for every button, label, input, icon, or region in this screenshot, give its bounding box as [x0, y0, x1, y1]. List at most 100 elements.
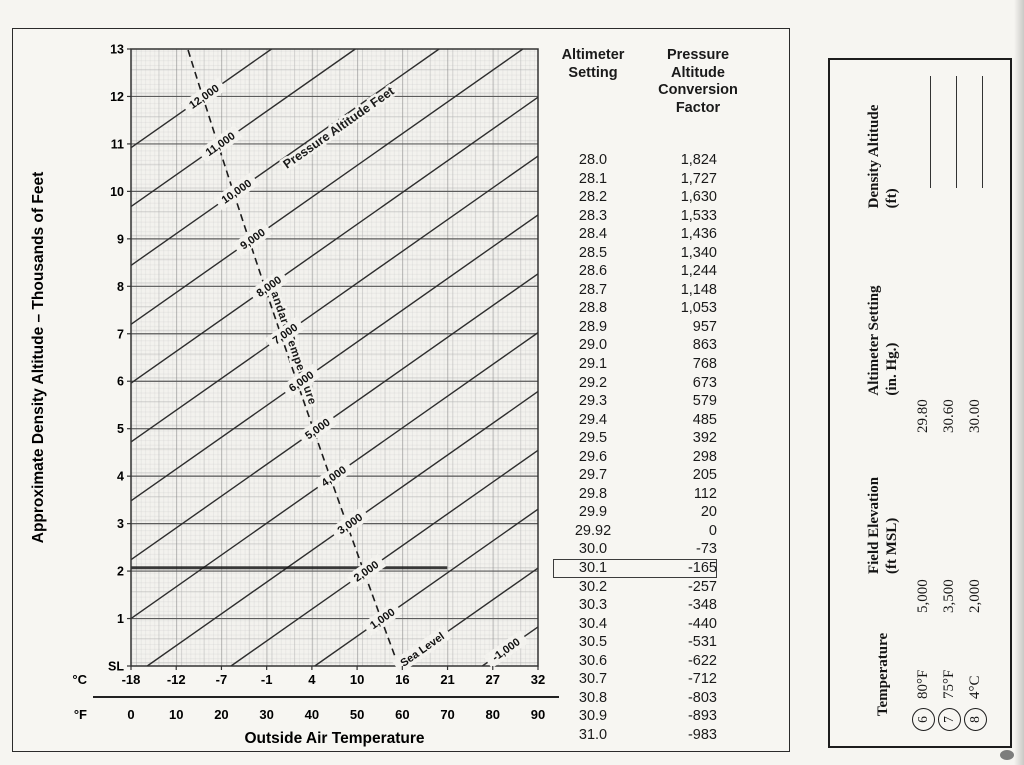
worksheet-header: Altimeter Setting (in. Hg.) — [865, 285, 900, 396]
altimeter-setting-cell: 30.60 — [940, 399, 957, 433]
conversion-factor-value: 0 — [708, 522, 717, 539]
svg-text:6: 6 — [117, 375, 124, 389]
density-altitude-cell — [967, 70, 983, 248]
conversion-factor-value: 957 — [692, 318, 717, 335]
conversion-factor-value: 112 — [693, 485, 717, 502]
svg-text:60: 60 — [395, 707, 409, 722]
altimeter-setting-cell: 30.00 — [966, 399, 983, 433]
conversion-factor-value: 1,340 — [680, 244, 717, 261]
altimeter-setting-value: 29.92 — [574, 522, 612, 539]
conversion-row: 29.7 205 — [553, 466, 717, 485]
conversion-row: 29.3 579 — [553, 392, 717, 411]
svg-text:SL: SL — [108, 660, 124, 674]
altimeter-setting-value: 30.3 — [578, 597, 608, 614]
field-elevation-value: 2,000 — [966, 579, 983, 613]
conversion-row: 30.9 -893 — [553, 707, 717, 726]
svg-text:4: 4 — [308, 672, 316, 687]
conversion-row-highlighted: 30.1 -165 — [553, 559, 717, 578]
altimeter-setting-value: 30.8 — [578, 689, 608, 706]
y-axis-title: Approximate Density Altitude – Thousands… — [30, 172, 47, 543]
conversion-row: 29.2 673 — [553, 374, 717, 393]
conversion-factor-value: -893 — [687, 708, 717, 725]
scan-artifact — [1000, 750, 1014, 760]
altimeter-setting-value: 30.7 — [578, 671, 608, 688]
conversion-factor-value: 1,053 — [680, 300, 717, 317]
density-altitude-blank-line[interactable] — [967, 76, 983, 188]
scan-edge-shadow — [1014, 0, 1024, 765]
worksheet-row: 7 75°F 3,500 30.60 — [936, 70, 962, 736]
svg-text:-12: -12 — [167, 672, 186, 687]
altimeter-setting-value: 30.4 — [578, 615, 608, 632]
question-number-badge: 8 — [963, 708, 987, 731]
conversion-factor-value: 768 — [692, 356, 717, 373]
conversion-factor-value: 579 — [692, 393, 717, 410]
svg-text:27: 27 — [486, 672, 500, 687]
altimeter-setting-value: 30.9 — [578, 708, 608, 725]
svg-text:13: 13 — [110, 43, 124, 57]
svg-text:21: 21 — [440, 672, 454, 687]
altimeter-setting-value: 29.0 — [578, 337, 608, 354]
density-altitude-cell — [941, 70, 957, 248]
conversion-factor-value: 863 — [692, 337, 717, 354]
conversion-row: 30.2 -257 — [553, 578, 717, 597]
altimeter-setting-value: 28.4 — [578, 226, 608, 243]
conversion-table-rows: 28.0 1,824 28.1 1,727 28.2 1,630 28.3 1,533 28.4… — [553, 151, 717, 745]
conversion-factor-value: -348 — [687, 597, 717, 614]
svg-text:2: 2 — [117, 565, 124, 579]
svg-text:10: 10 — [350, 672, 364, 687]
worksheet-row: 6 80°F 5,000 29.80 — [910, 70, 936, 736]
conversion-row: 28.6 1,244 — [553, 262, 717, 281]
altimeter-setting-value: 28.7 — [578, 281, 608, 298]
conversion-row: 30.0 -73 — [553, 540, 717, 559]
density-altitude-blank-line[interactable] — [941, 76, 957, 188]
conversion-factor-value: -531 — [687, 634, 717, 651]
svg-text:-18: -18 — [122, 672, 141, 687]
conversion-row: 28.1 1,727 — [553, 170, 717, 189]
conversion-row: 29.5 392 — [553, 429, 717, 448]
altimeter-setting-value: 28.5 — [578, 244, 608, 261]
altimeter-setting-value: 29.8 — [578, 485, 608, 502]
svg-text:80: 80 — [486, 707, 500, 722]
conversion-factor-value: 392 — [692, 430, 717, 447]
density-altitude-cell — [915, 70, 931, 248]
conversion-row: 29.92 0 — [553, 522, 717, 541]
svg-text:50: 50 — [350, 707, 364, 722]
conversion-factor-value: 1,824 — [680, 152, 717, 168]
temperature-cell: 6 80°F — [911, 618, 935, 736]
temperature-cell: 7 75°F — [937, 618, 961, 736]
conversion-factor-value: -257 — [687, 578, 717, 595]
conversion-row: 30.3 -348 — [553, 596, 717, 615]
conversion-factor-value: 1,148 — [680, 281, 717, 298]
altimeter-setting-value: 29.1 — [578, 356, 608, 373]
conversion-factor-value: -803 — [687, 689, 717, 706]
altimeter-setting-value: 28.1 — [578, 170, 608, 187]
temperature-value: 4°C — [966, 675, 983, 699]
temperature-value: 80°F — [914, 669, 931, 699]
altimeter-setting-value: 30.1 — [578, 560, 608, 577]
conversion-factor-value: 1,727 — [680, 170, 717, 187]
conversion-factor-value: -983 — [687, 726, 717, 743]
temperature-cell: 8 4°C — [963, 618, 987, 736]
svg-text:70: 70 — [440, 707, 454, 722]
conversion-factor-value: 1,244 — [680, 263, 717, 280]
conversion-table-header: Altimeter Setting Pressure Altitude Conv… — [553, 47, 779, 118]
altimeter-setting-cell: 29.80 — [914, 399, 931, 433]
altimeter-setting-value: 28.8 — [578, 300, 608, 317]
conversion-row: 28.8 1,053 — [553, 299, 717, 318]
svg-text:11: 11 — [111, 137, 124, 151]
altimeter-setting-value: 30.2 — [578, 578, 608, 595]
density-altitude-blank-line[interactable] — [915, 76, 931, 188]
svg-text:10: 10 — [110, 185, 124, 199]
conversion-row: 29.1 768 — [553, 355, 717, 374]
conversion-factor-column-header: Pressure Altitude Conversion Factor — [658, 47, 738, 117]
conversion-row: 31.0 -983 — [553, 726, 717, 745]
conversion-row: 28.0 1,824 — [553, 151, 717, 170]
altimeter-setting-value: 30.5 — [578, 634, 608, 651]
worksheet-header: Temperature — [874, 632, 891, 717]
conversion-row: 30.7 -712 — [553, 670, 717, 689]
altimeter-setting-value: 28.3 — [578, 207, 608, 224]
svg-text:1: 1 — [117, 612, 124, 626]
svg-text:32: 32 — [531, 672, 545, 687]
conversion-row: 28.5 1,340 — [553, 244, 717, 263]
